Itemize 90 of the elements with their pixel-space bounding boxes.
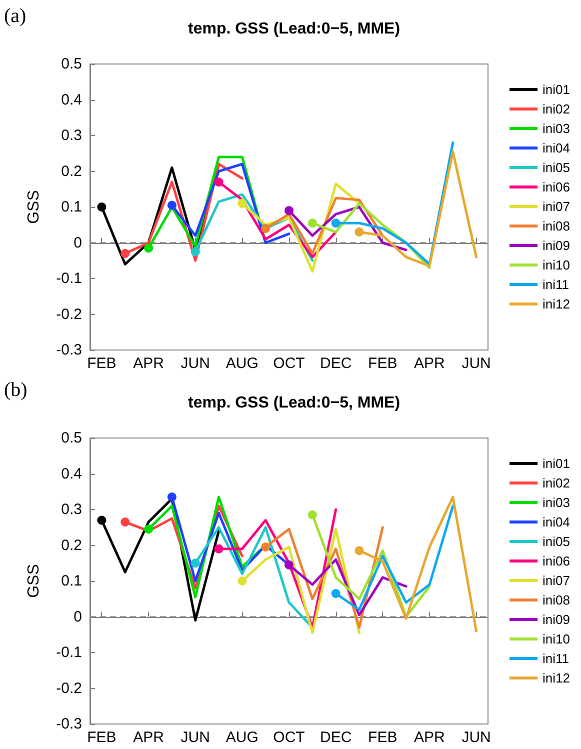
y-tick-label: 0.4 — [61, 465, 82, 482]
x-tick-label: FEB — [87, 729, 116, 746]
point — [144, 244, 154, 253]
y-tick-label: -0.1 — [56, 270, 82, 287]
x-tick-label: FEB — [87, 355, 116, 372]
x-tick-label: APR — [414, 729, 446, 746]
y-axis-title: GSS — [26, 190, 42, 224]
chart-title: temp. GSS (Lead:0−5, MME) — [188, 20, 400, 38]
x-tick-label: FEB — [368, 729, 398, 746]
legend-label: ini04 — [542, 514, 570, 530]
y-tick-label: 0.5 — [61, 56, 82, 72]
point — [331, 218, 340, 228]
legend-label: ini11 — [542, 277, 570, 292]
point — [354, 228, 364, 237]
legend-label: ini03 — [542, 495, 570, 510]
x-tick-label: OCT — [273, 355, 305, 372]
point — [120, 518, 130, 527]
y-tick-label: -0.1 — [56, 644, 82, 661]
point — [284, 206, 294, 216]
legend-label: ini01 — [542, 456, 570, 471]
x-tick-label: APR — [133, 355, 164, 372]
text: (a) — [4, 5, 26, 27]
point — [284, 560, 294, 570]
y-tick-label: -0.2 — [56, 306, 82, 323]
legend-label: ini03 — [542, 121, 570, 136]
legend-label: ini08 — [542, 218, 570, 234]
x-tick-label: APR — [414, 355, 446, 372]
point — [190, 247, 200, 256]
point — [261, 542, 270, 552]
y-tick-label: -0.2 — [56, 680, 82, 697]
x-tick-label: JUN — [462, 355, 491, 372]
legend-label: ini12 — [542, 296, 570, 312]
point — [97, 202, 106, 212]
y-tick-label: 0.4 — [61, 91, 82, 108]
y-tick-label: 0.3 — [61, 501, 82, 518]
y-tick-label: 0.2 — [61, 536, 82, 554]
legend-label: ini05 — [542, 534, 570, 549]
x-tick-label: JUN — [180, 355, 210, 372]
legend-label: ini12 — [542, 670, 570, 686]
legend-label: ini09 — [542, 612, 570, 627]
y-tick-label: -0.3 — [56, 716, 82, 732]
point — [354, 546, 364, 556]
legend-label: ini05 — [542, 160, 570, 175]
legend-label: ini01 — [542, 82, 570, 97]
y-tick-label: 0 — [74, 234, 82, 252]
y-tick-label: 0 — [74, 608, 82, 626]
point — [238, 576, 247, 586]
x-tick-label: JUN — [180, 729, 210, 746]
point — [308, 510, 317, 520]
legend-label: ini06 — [542, 554, 570, 568]
y-tick-label: 0.3 — [61, 127, 82, 144]
x-tick-label: DEC — [320, 729, 352, 746]
y-tick-label: 0.1 — [61, 572, 82, 590]
point — [167, 492, 176, 502]
legend-label: ini07 — [542, 573, 570, 588]
legend-label: ini02 — [542, 476, 570, 490]
legend-label: ini09 — [542, 238, 570, 253]
legend-label: ini11 — [542, 651, 570, 666]
x-tick-label: AUG — [226, 355, 258, 372]
point — [308, 218, 317, 228]
x-tick-label: DEC — [320, 355, 352, 372]
legend-label: ini04 — [542, 140, 570, 156]
x-tick-label: OCT — [273, 729, 305, 746]
x-tick-label: AUG — [226, 729, 258, 746]
point — [167, 200, 176, 210]
legend-label: ini06 — [542, 180, 570, 194]
point — [120, 248, 130, 258]
x-tick-label: APR — [133, 729, 164, 746]
point — [238, 198, 247, 208]
point — [144, 524, 154, 534]
x-tick-label: JUN — [462, 729, 491, 746]
legend-label: ini10 — [542, 258, 570, 272]
point — [97, 516, 106, 525]
y-tick-label: -0.3 — [56, 342, 82, 358]
point — [261, 224, 270, 233]
legend-label: ini08 — [542, 592, 570, 608]
y-axis-title: GSS — [26, 564, 42, 598]
y-tick-label: 0.1 — [61, 198, 82, 216]
legend-label: ini10 — [542, 632, 570, 646]
x-tick-label: FEB — [368, 355, 398, 372]
point — [214, 544, 224, 554]
y-tick-label: 0.2 — [61, 162, 82, 180]
text: (b) — [4, 379, 28, 401]
point — [331, 589, 340, 598]
legend-label: ini02 — [542, 102, 570, 116]
point — [214, 177, 224, 186]
point — [190, 558, 200, 568]
y-tick-label: 0.5 — [61, 430, 82, 446]
chart-title: temp. GSS (Lead:0−5, MME) — [188, 394, 400, 412]
legend-label: ini07 — [542, 199, 570, 214]
